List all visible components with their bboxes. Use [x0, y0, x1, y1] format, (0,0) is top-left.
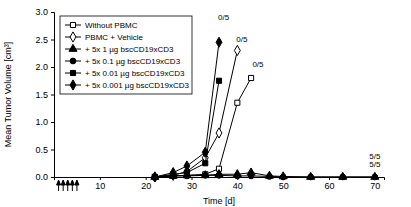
legend-label: + 5x 1 µg bscCD19xCD3 — [85, 45, 174, 54]
series-marker — [216, 128, 222, 138]
series-marker — [202, 147, 208, 157]
x-tick: 10 — [95, 177, 105, 191]
legend-marker — [70, 70, 75, 75]
y-tick-label: 0.0 — [35, 172, 48, 182]
series-marker — [308, 174, 314, 180]
y-tick: 3.0 — [35, 7, 54, 17]
legend-marker — [70, 80, 76, 90]
y-tick-label: 3.0 — [35, 7, 48, 17]
series-marker — [202, 172, 208, 178]
x-tick-label: 20 — [141, 181, 151, 191]
x-tick-mark — [192, 177, 193, 180]
series-marker — [249, 75, 254, 80]
y-tick-mark — [51, 122, 54, 123]
y-tick-label: 1.0 — [35, 117, 48, 127]
x-tick-mark — [146, 177, 147, 180]
x-tick-label: 30 — [187, 181, 197, 191]
x-tick-label: 50 — [279, 181, 289, 191]
plot: 10 20 30 40 50 60 70 0.0 0.5 1.0 1.5 2.0 2.5 3.0 0/5 0/… — [35, 7, 384, 191]
y-tick: 2.5 — [35, 35, 54, 45]
series-marker — [170, 168, 176, 178]
x-axis: 10 20 30 40 50 60 70 — [55, 177, 385, 191]
y-tick: 2.0 — [35, 62, 54, 72]
legend-marker — [70, 58, 76, 64]
annotation: 0/5 — [236, 35, 248, 44]
y-tick: 0.5 — [35, 145, 54, 155]
dose-arrow — [70, 180, 74, 191]
y-tick-label: 2.5 — [35, 35, 48, 45]
x-tick-label: 70 — [370, 181, 380, 191]
x-tick: 60 — [324, 177, 334, 191]
y-tick-mark — [51, 177, 54, 178]
series-marker — [234, 45, 240, 55]
y-tick-mark — [51, 67, 54, 68]
legend-label: PBMC + Vehicle — [85, 33, 144, 42]
dose-arrow — [61, 180, 65, 191]
legend-label: + 5x 0.01 µg bscCD19xCD3 — [85, 69, 185, 78]
chart: 10 20 30 40 50 60 70 0.0 0.5 1.0 1.5 2.0 2.5 3.0 0/5 0/… — [0, 0, 411, 207]
legend-label: Without PBMC — [85, 21, 138, 30]
y-tick: 1.0 — [35, 117, 54, 127]
legend-marker — [70, 32, 76, 42]
y-tick-label: 2.0 — [35, 62, 48, 72]
annotation: 5/5 — [369, 160, 381, 169]
y-tick-mark — [51, 40, 54, 41]
annotation: 0/5 — [218, 13, 230, 22]
legend-marker — [70, 22, 75, 27]
dose-arrow — [66, 180, 70, 191]
y-axis-title: Mean Tumor Volume [cm³] — [3, 42, 13, 148]
x-tick-label: 40 — [233, 181, 243, 191]
y-tick-label: 0.5 — [35, 145, 48, 155]
series-marker — [152, 172, 158, 182]
series-marker — [307, 172, 315, 179]
series-marker — [235, 100, 240, 105]
series-marker — [216, 172, 222, 178]
x-tick: 30 — [187, 177, 197, 191]
series-marker — [203, 161, 208, 166]
annotation: 0/5 — [252, 60, 264, 69]
x-axis-title: Time [d] — [203, 196, 235, 206]
legend-marker — [69, 44, 77, 51]
series-marker — [216, 78, 221, 83]
series-marker — [152, 172, 158, 182]
series-marker — [201, 171, 209, 178]
legend-box — [60, 16, 192, 94]
legend-label: + 5x 0.001 µg bscCD19xCD3 — [85, 81, 190, 90]
y-tick-mark — [51, 150, 54, 151]
series-marker — [248, 173, 254, 179]
series-marker — [371, 172, 379, 179]
series-marker — [339, 172, 347, 179]
y-tick: 0.0 — [35, 172, 54, 182]
series-line — [155, 81, 219, 177]
dose-arrows — [57, 180, 79, 191]
y-tick-label: 1.5 — [35, 90, 48, 100]
y-tick-mark — [51, 12, 54, 13]
series-marker — [340, 174, 346, 180]
y-tick: 1.5 — [35, 90, 54, 100]
series-marker — [267, 174, 273, 180]
series-marker — [184, 161, 190, 171]
y-tick-mark — [51, 95, 54, 96]
series-marker — [372, 174, 378, 180]
legend: Without PBMC PBMC + Vehicle + 5x 1 µg bscC… — [60, 16, 192, 94]
dose-arrow — [57, 180, 61, 191]
x-tick: 20 — [141, 177, 151, 191]
series-marker — [216, 37, 222, 47]
x-tick-label: 60 — [324, 181, 334, 191]
y-axis-line — [51, 13, 55, 178]
series-marker — [280, 174, 286, 180]
legend-label: + 5x 0.1 µg bscCD19xCD3 — [85, 57, 181, 66]
x-tick-label: 10 — [95, 181, 105, 191]
y-axis: 0.0 0.5 1.0 1.5 2.0 2.5 3.0 — [35, 7, 54, 182]
series-marker — [234, 173, 240, 179]
x-tick-mark — [100, 177, 101, 180]
dose-arrow — [75, 180, 79, 191]
